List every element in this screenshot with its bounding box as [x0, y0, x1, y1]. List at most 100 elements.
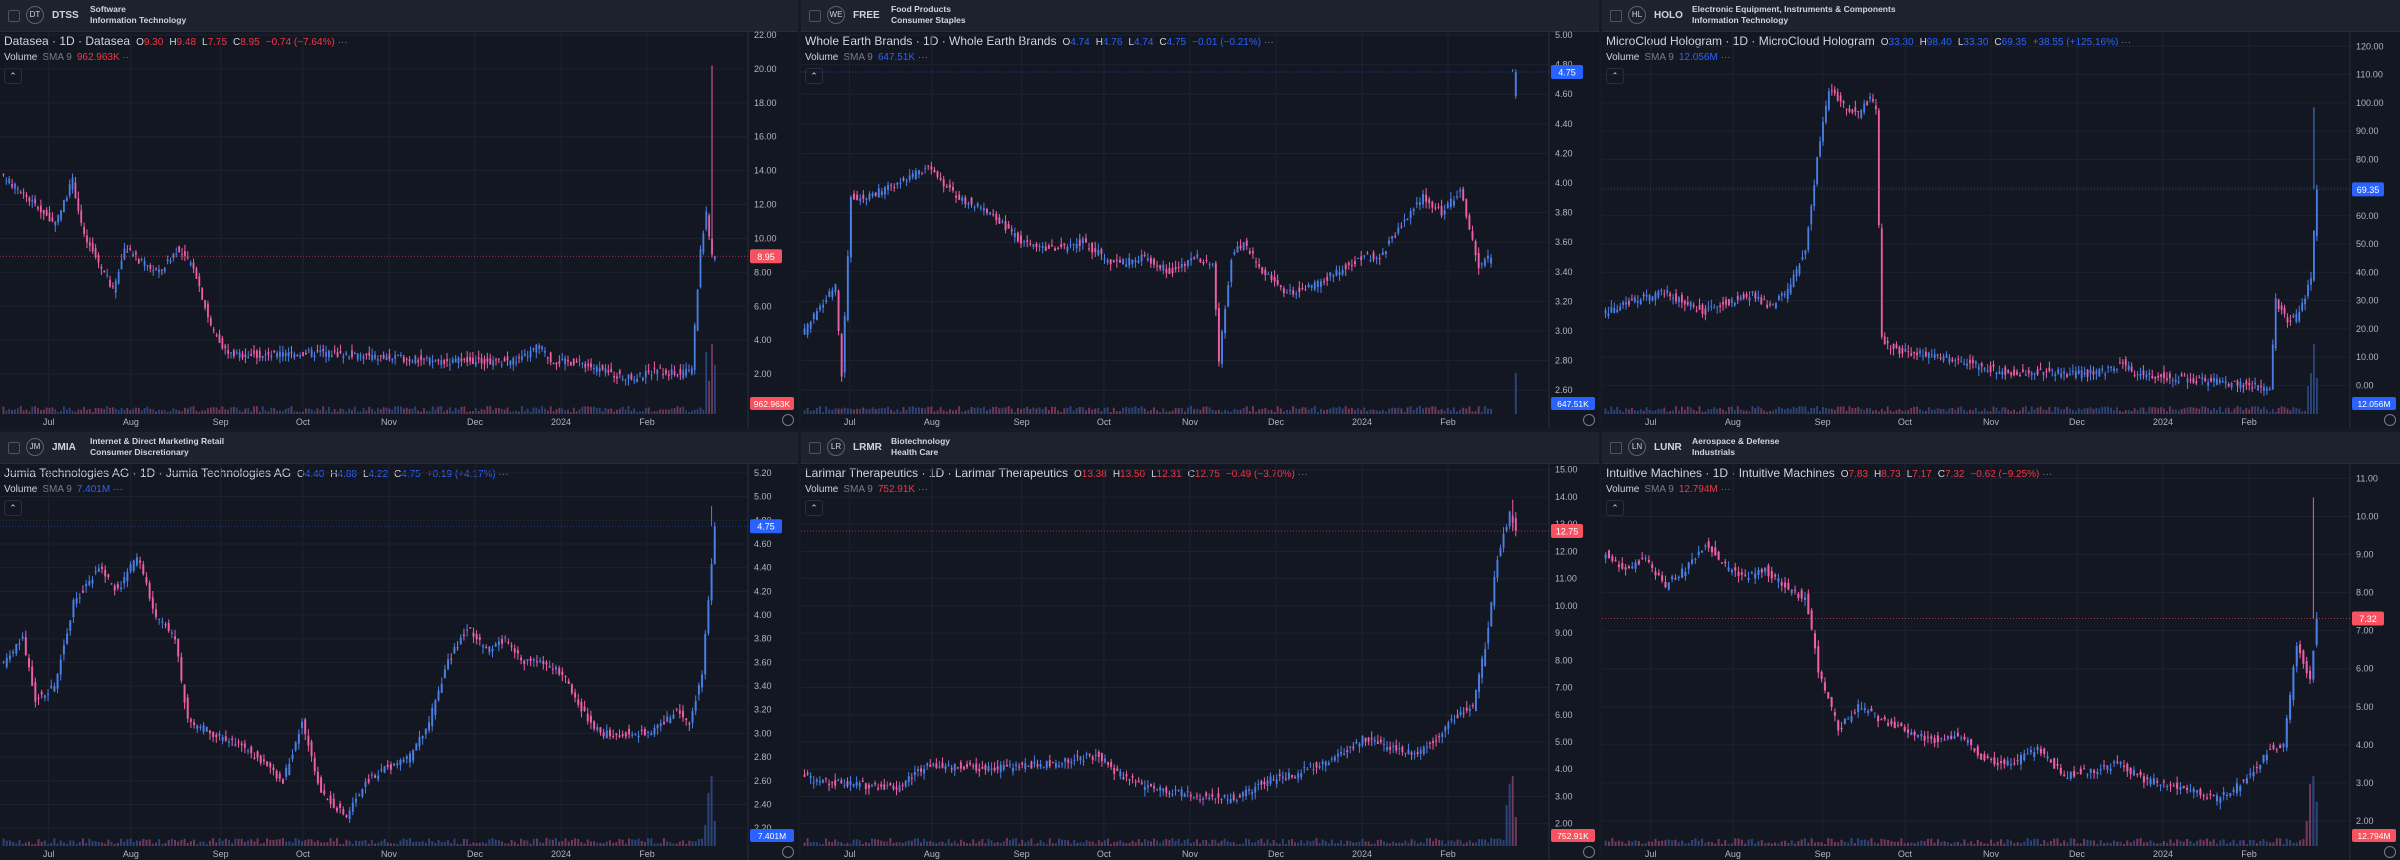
volume-bar [2218, 406, 2221, 414]
candle-body [53, 686, 56, 692]
volume-more-icon[interactable]: ··· [915, 52, 928, 63]
volume-bar [2268, 411, 2271, 414]
select-checkbox[interactable] [1610, 10, 1622, 22]
candle-body [1146, 258, 1149, 261]
volume-bar [1392, 841, 1395, 846]
candle-body [107, 574, 110, 578]
candle-body [132, 254, 134, 257]
candle-body [1728, 299, 1730, 306]
ticker-symbol[interactable]: LUNR [1654, 442, 1682, 453]
candle-body [1953, 736, 1956, 739]
candle-body [1376, 741, 1379, 744]
candle-body [506, 356, 509, 361]
select-checkbox[interactable] [809, 10, 821, 22]
candle-body [1907, 351, 1910, 353]
volume-bar [1950, 843, 1953, 846]
volume-bar [1777, 406, 1780, 414]
volume-bar [1794, 843, 1797, 846]
volume-bar [1674, 839, 1677, 846]
collapse-legend-icon[interactable]: ⌃ [1606, 68, 1624, 84]
price-chart[interactable]: 5.004.804.604.404.204.003.803.603.403.20… [801, 31, 1599, 428]
y-tick-label: 4.20 [754, 586, 772, 596]
ticker-symbol[interactable]: HOLO [1654, 10, 1683, 21]
volume-bar [356, 411, 359, 414]
price-chart[interactable]: 22.0020.0018.0016.0014.0012.0010.008.006… [0, 31, 798, 428]
ticker-symbol[interactable]: DTSS [52, 10, 79, 21]
collapse-legend-icon[interactable]: ⌃ [4, 68, 22, 84]
candle-body [641, 377, 644, 381]
more-options-icon[interactable]: ··· [2118, 37, 2132, 48]
volume-bar [1883, 839, 1886, 846]
more-options-icon[interactable]: ··· [2039, 469, 2053, 480]
select-checkbox[interactable] [809, 442, 821, 454]
volume-bar [28, 411, 31, 414]
candle-body [1406, 219, 1409, 221]
chart-title[interactable]: MicroCloud Hologram · 1D · MicroCloud Ho… [1606, 34, 1875, 48]
chart-settings-icon[interactable] [2384, 414, 2396, 426]
volume-bar [1993, 843, 1996, 846]
ticker-symbol[interactable]: JMIA [52, 442, 76, 453]
chart-panel-dtss[interactable]: DT DTSS Software Information Technology Data… [0, 0, 798, 428]
candle-body [495, 359, 497, 361]
chart-panel-lrmr[interactable]: LR LRMR Biotechnology Health Care Larimar Th… [801, 432, 1599, 860]
chart-panel-free[interactable]: WE FREE Food Products Consumer Staples Whole… [801, 0, 1599, 428]
candle-body [1115, 260, 1118, 262]
candle-body [1645, 295, 1648, 297]
chart-panel-jmia[interactable]: JM JMIA Internet & Direct Marketing Retail… [0, 432, 798, 860]
volume-bar [1628, 409, 1630, 414]
volume-bar [1088, 841, 1091, 846]
candle-body [310, 741, 313, 757]
select-checkbox[interactable] [8, 10, 20, 22]
chart-settings-icon[interactable] [1583, 414, 1595, 426]
candle-body [310, 349, 313, 357]
volume-more-icon[interactable]: ··· [1717, 52, 1731, 63]
chart-title[interactable]: Intuitive Machines · 1D · Intuitive Mach… [1606, 466, 1835, 480]
volume-bar [1810, 408, 1813, 414]
volume-bar [1189, 843, 1192, 846]
volume-bar [1269, 843, 1272, 846]
volume-bar [241, 411, 244, 414]
volume-more-icon[interactable]: ··· [915, 484, 928, 495]
chart-title[interactable]: Datasea · 1D · Datasea [4, 34, 131, 48]
chart-settings-icon[interactable] [782, 846, 794, 858]
volume-more-icon[interactable]: ··· [1717, 484, 1731, 495]
price-chart[interactable]: 11.0010.009.008.007.006.005.004.003.002.… [1602, 463, 2400, 860]
volume-more-icon[interactable]: ··· [110, 484, 123, 495]
collapse-legend-icon[interactable]: ⌃ [805, 500, 823, 516]
more-options-icon[interactable]: ··· [1261, 37, 1274, 48]
candle-body [279, 351, 281, 357]
chart-settings-icon[interactable] [1583, 846, 1595, 858]
more-options-icon[interactable]: ··· [495, 469, 509, 480]
chart-panel-lunr[interactable]: LN LUNR Aerospace & Defense Industrials Intu… [1602, 432, 2400, 860]
more-options-icon[interactable]: ··· [334, 37, 348, 48]
ticker-symbol[interactable]: LRMR [853, 442, 882, 453]
volume-bar [2229, 842, 2232, 846]
price-chart[interactable]: 5.205.004.804.604.404.204.003.803.603.40… [0, 463, 798, 860]
more-options-icon[interactable]: ··· [1294, 469, 1308, 480]
volume-bar [218, 409, 221, 414]
chart-panel-holo[interactable]: HL HOLO Electronic Equipment, Instruments … [1602, 0, 2400, 428]
select-checkbox[interactable] [1610, 442, 1622, 454]
volume-bar [1977, 411, 1980, 414]
candle-body [1066, 246, 1069, 252]
volume-bar [313, 411, 316, 414]
select-checkbox[interactable] [8, 442, 20, 454]
volume-more-icon[interactable]: ··· [119, 52, 133, 63]
volume-bar [815, 408, 818, 414]
chart-title[interactable]: Whole Earth Brands · 1D · Whole Earth Br… [805, 34, 1057, 48]
collapse-legend-icon[interactable]: ⌃ [1606, 500, 1624, 516]
collapse-legend-icon[interactable]: ⌃ [805, 68, 823, 84]
price-chart[interactable]: 15.0014.0013.0012.0011.0010.009.008.007.… [801, 463, 1599, 860]
collapse-legend-icon[interactable]: ⌃ [4, 500, 22, 516]
candle-body [1872, 98, 1874, 102]
volume-bar [1214, 410, 1217, 414]
ohlc-label-o: O [1840, 469, 1849, 480]
candle-body [313, 757, 316, 772]
chart-settings-icon[interactable] [2384, 846, 2396, 858]
volume-bar [535, 407, 538, 414]
chart-settings-icon[interactable] [782, 414, 794, 426]
ticker-symbol[interactable]: FREE [853, 10, 880, 21]
candle-body [1480, 263, 1483, 265]
price-chart[interactable]: 120.00110.00100.0090.0080.0070.0060.0050… [1602, 31, 2400, 428]
volume-bar [1196, 409, 1199, 414]
